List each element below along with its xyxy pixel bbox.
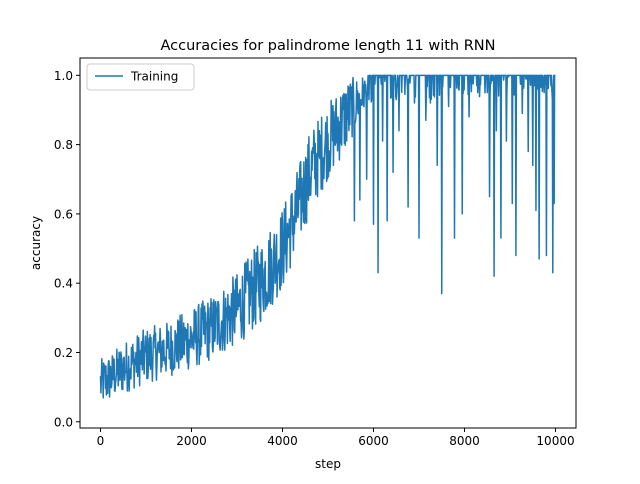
x-tick-label: 0 [97,434,105,448]
plot-frame [79,57,577,429]
legend: Training [86,63,195,91]
y-tick-label: 0.8 [54,138,73,152]
legend-label-training: Training [130,70,178,84]
chart-title: Accuracies for palindrome length 11 with… [160,38,495,54]
series-layer [99,74,556,399]
legend-box [86,63,195,91]
x-tick-label: 4000 [267,434,298,448]
y-axis-ticks: 0.0 0.2 0.4 0.6 0.8 1.0 [54,69,80,429]
plot-area [99,74,556,399]
y-tick-label: 0.6 [54,207,73,221]
y-tick-label: 1.0 [54,69,73,83]
x-axis-label: step [315,457,341,471]
series-line-training [99,74,556,399]
x-tick-label: 6000 [358,434,389,448]
x-axis-ticks: 0 2000 4000 6000 8000 10000 [97,428,575,448]
y-tick-label: 0.4 [54,277,73,291]
x-tick-label: 8000 [449,434,480,448]
x-tick-label: 10000 [536,434,574,448]
y-axis-label: accuracy [29,216,43,270]
y-tick-label: 0.0 [54,415,73,429]
x-tick-label: 2000 [176,434,207,448]
y-tick-label: 0.2 [54,346,73,360]
